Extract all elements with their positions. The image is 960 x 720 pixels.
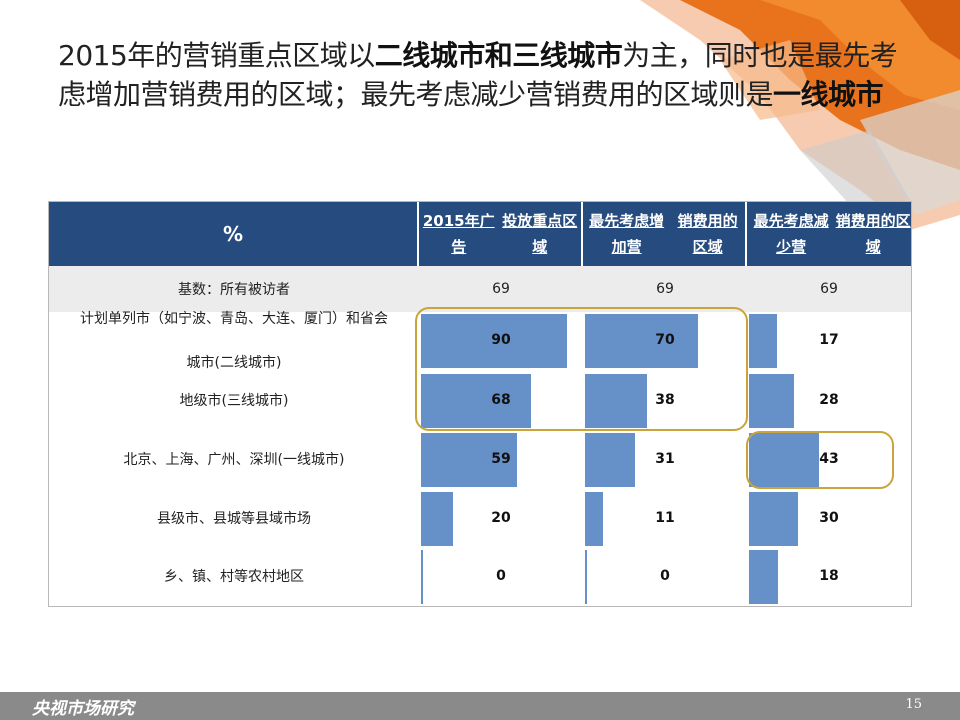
title-part-4: 一线城市 [773,78,884,111]
bar-3-2 [749,374,795,428]
base-value-1: 69 [492,281,510,297]
value-label: 20 [491,510,511,526]
row-label: 县级市、县城等县域市场 [157,511,311,527]
bar-3-3 [749,433,819,487]
bar-2-5 [585,550,587,604]
value-label: 70 [655,332,675,348]
title-part-2: 二线城市和三线城市 [374,39,623,72]
value-label: 28 [819,392,839,408]
bar-2-4 [585,492,603,546]
page-number: 15 [905,697,922,712]
bar-3-1 [749,314,777,368]
row-label: 计划单列市（如宁波、青岛、大连、厦门）和省会 城市(二线城市) [80,311,388,371]
bar-2-2 [585,374,647,428]
value-label: 38 [655,392,675,408]
value-label: 11 [655,510,675,526]
value-label: 0 [496,568,506,584]
base-label: 基数：所有被访者 [178,282,290,298]
footer-logo: 央视市场研究 [32,699,134,719]
bar-1-3 [421,433,517,487]
row-label: 地级市(三线城市) [179,393,289,409]
base-value-3: 69 [820,281,838,297]
base-row: 基数：所有被访者 69 69 69 [49,266,911,312]
highlight-tier2-tier3 [415,307,748,431]
bar-2-1 [585,314,699,368]
value-label: 68 [491,392,511,408]
title-part-3: 为主，同时也是最先考虑增加营销费用的区域；最先考虑减少营销费用的区域则是 [58,39,898,111]
bar-1-1 [421,314,567,368]
highlight-tier1-decrease [746,431,894,489]
base-value-2: 69 [656,281,674,297]
row-label: 乡、镇、村等农村地区 [164,569,304,585]
corner-header: % [49,202,419,266]
value-label: 43 [819,451,839,467]
row-label: 北京、上海、广州、深圳(一线城市) [123,452,345,468]
value-label: 0 [660,568,670,584]
slide-title: 2015年的营销重点区域以二线城市和三线城市为主，同时也是最先考虑增加营销费用的… [58,36,918,114]
bar-2-3 [585,433,636,487]
bar-1-5 [421,550,423,604]
footer-bar: 央视市场研究 15 [0,692,960,720]
value-label: 31 [655,451,675,467]
title-part-1: 2015年的营销重点区域以 [58,39,375,72]
bar-3-5 [749,550,779,604]
bar-3-4 [749,492,798,546]
bar-1-2 [421,374,532,428]
value-label: 18 [819,568,839,584]
value-label: 59 [491,451,511,467]
value-label: 90 [491,332,511,348]
orange-decoration [640,0,960,230]
value-label: 30 [819,510,839,526]
column-header-increase: 最先考虑增加营 销费用的区域 [583,202,747,266]
data-table: % 2015年广告 投放重点区域 最先考虑增加营 销费用的区域 最先考虑减少营 销费用… [48,201,912,607]
value-label: 17 [819,332,839,348]
bar-1-4 [421,492,454,546]
column-header-focus: 2015年广告 投放重点区域 [419,202,583,266]
column-header-decrease: 最先考虑减少营 销费用的区域 [747,202,911,266]
